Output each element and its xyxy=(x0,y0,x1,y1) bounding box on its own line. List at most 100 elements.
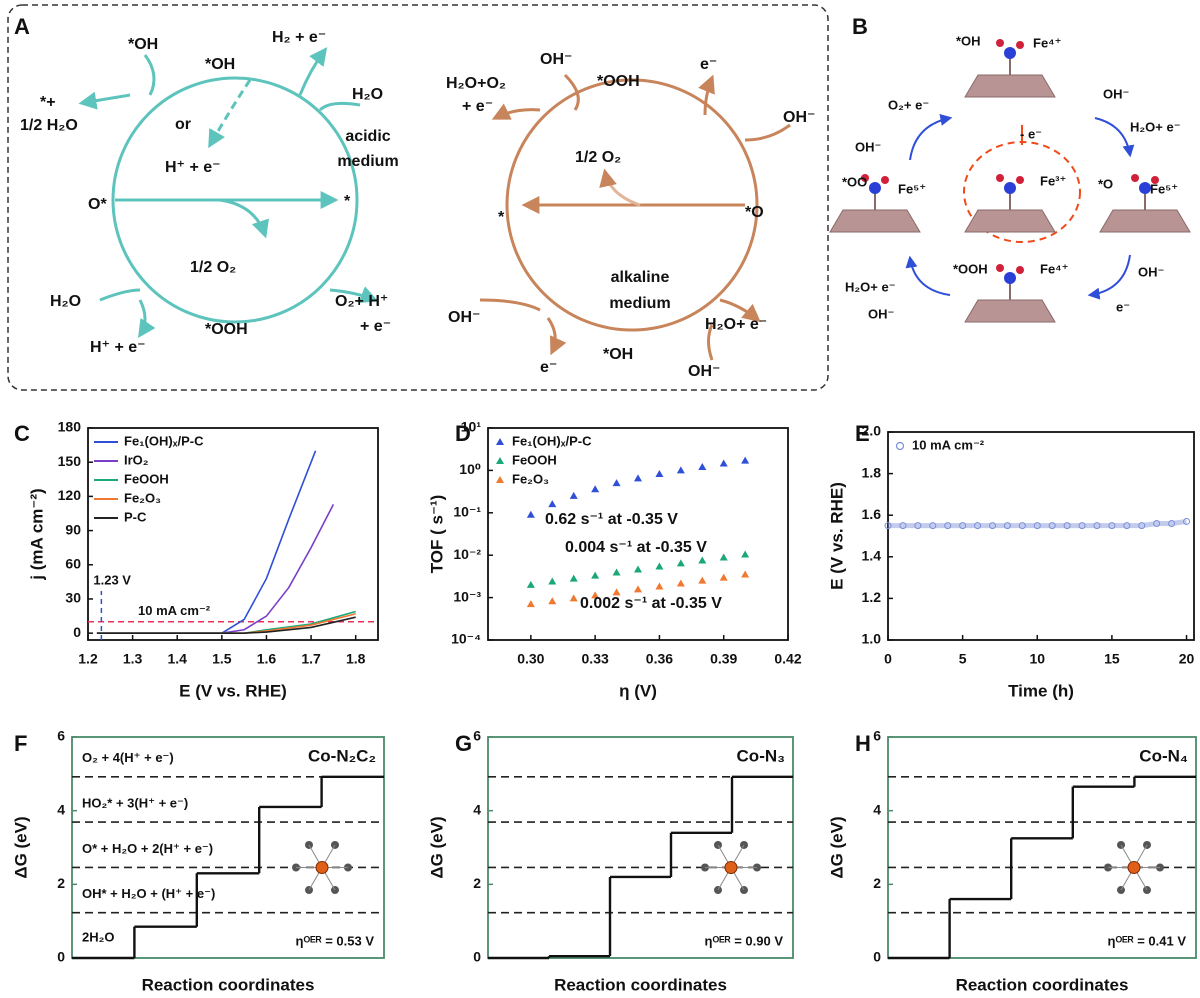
x-tick-label: 1.7 xyxy=(301,651,321,667)
diagram-label: O₂+ H⁺ xyxy=(335,293,388,310)
legend-label: Fe₂O₃ xyxy=(512,471,549,486)
o-atom xyxy=(1151,176,1159,184)
diagram-label: Fe³⁺ xyxy=(1040,173,1066,188)
diagram-label: or xyxy=(175,116,191,133)
plot-frame xyxy=(887,736,1197,959)
x-tick-label: 1.5 xyxy=(212,651,232,667)
x-tick-label: 20 xyxy=(1179,651,1195,667)
diagram-label: + e⁻ xyxy=(360,318,391,335)
y-tick-label: 1.2 xyxy=(862,589,882,605)
point xyxy=(1048,522,1056,530)
diagram-label: OH⁻ xyxy=(688,363,720,380)
annotation: ηᴼᴱᴿ = 0.53 V xyxy=(296,933,375,948)
y-tick-label: 10¹ xyxy=(461,419,482,435)
diagram-label: *OOH xyxy=(953,261,988,276)
panel-b-art xyxy=(905,114,1135,300)
plot-frame xyxy=(87,427,379,641)
arrow xyxy=(318,101,361,112)
legend-label: Fe₁(OH)ₓ/P-C xyxy=(512,433,592,448)
diagram-label: *O xyxy=(745,204,764,221)
point xyxy=(612,568,621,576)
molecule-support xyxy=(1099,209,1191,233)
x-tick-label: 0.30 xyxy=(517,651,544,667)
x-tick-label: 0 xyxy=(884,651,892,667)
panel-label: B xyxy=(852,14,868,39)
y-tick-label: 150 xyxy=(58,453,82,469)
y-tick-label: 30 xyxy=(65,590,81,606)
arrow xyxy=(491,103,541,120)
y-axis-label: ΔG (eV) xyxy=(827,816,846,878)
legend-label: Fe₁(OH)ₓ/P-C xyxy=(124,433,204,448)
arrow xyxy=(329,286,379,304)
arrow xyxy=(219,198,269,239)
y-tick-label: 1.4 xyxy=(862,548,882,564)
chart-title: Co-N₂C₂ xyxy=(308,746,376,765)
point xyxy=(634,474,642,482)
legend-swatch xyxy=(496,457,504,464)
y-tick-label: 2.0 xyxy=(862,423,882,439)
point xyxy=(741,456,750,464)
fe-atom xyxy=(869,182,881,194)
legend-swatch xyxy=(496,438,504,445)
series-line xyxy=(888,518,1187,529)
annotation: 0.004 s⁻¹ at -0.35 V xyxy=(565,539,707,556)
chart-title: Co-N₃ xyxy=(737,746,785,765)
panel-label: C xyxy=(14,421,30,446)
molecule-support xyxy=(829,209,921,233)
step-label: O* + H₂O + 2(H⁺ + e⁻) xyxy=(82,841,213,856)
x-tick-label: 10 xyxy=(1029,651,1045,667)
arrow xyxy=(78,91,131,110)
o-atom xyxy=(1016,41,1024,49)
annotation: ηᴼᴱᴿ = 0.90 V xyxy=(705,933,784,948)
reference-label: 10 mA cm⁻² xyxy=(138,603,211,618)
arrow xyxy=(208,79,252,149)
diagram-label: 1/2 O₂ xyxy=(190,259,236,276)
point xyxy=(526,580,535,588)
point xyxy=(548,597,557,605)
diagram-label: H₂O+ e⁻ xyxy=(705,316,767,333)
co-atom xyxy=(1127,861,1141,874)
step-label: 2H₂O xyxy=(82,929,115,944)
legend-swatch xyxy=(496,476,504,483)
diagram-label: *OH xyxy=(128,36,158,53)
y-tick-label: 10⁻² xyxy=(453,546,481,562)
x-tick-label: 0.39 xyxy=(710,651,737,667)
diagram-label: O₂+ e⁻ xyxy=(888,97,929,112)
diagram-label: - e⁻ xyxy=(1020,126,1042,141)
legend-label: FeOOH xyxy=(512,452,557,467)
point xyxy=(1093,522,1101,530)
alkaline-cycle xyxy=(505,78,759,332)
annotation: 0.62 s⁻¹ at -0.35 V xyxy=(545,511,678,528)
diagram-label: Fe⁵⁺ xyxy=(1150,181,1178,196)
point xyxy=(655,582,664,590)
diagram-label: * xyxy=(344,193,351,210)
arrow xyxy=(599,168,641,207)
diagram-label: *OH xyxy=(205,56,235,73)
o-atom xyxy=(1131,174,1139,182)
diagram-label: *OO xyxy=(842,174,867,189)
arrow xyxy=(546,317,567,356)
diagram-label: OH⁻ xyxy=(783,109,815,126)
diagram-label: H₂O+ e⁻ xyxy=(845,279,896,294)
y-axis-label: ΔG (eV) xyxy=(427,816,446,878)
y-axis-label: E (V vs. RHE) xyxy=(827,482,846,590)
point xyxy=(741,570,750,578)
legend-label: FeOOH xyxy=(124,471,169,486)
legend-label: P-C xyxy=(124,509,147,524)
point xyxy=(698,463,707,471)
arrow xyxy=(905,255,951,296)
legend-label: IrO₂ xyxy=(124,452,149,467)
point xyxy=(676,559,685,567)
chart-title: Co-N₄ xyxy=(1139,746,1188,765)
point xyxy=(974,522,982,530)
diagram-label: OH⁻ xyxy=(448,309,480,326)
arrow xyxy=(707,324,714,361)
step-label: OH* + H₂O + (H⁺ + e⁻) xyxy=(82,886,215,901)
point xyxy=(591,591,600,599)
panel-label: F xyxy=(14,731,27,756)
fe-atom xyxy=(1139,182,1151,194)
y-tick-label: 10⁻¹ xyxy=(453,504,481,520)
step-label: O₂ + 4(H⁺ + e⁻) xyxy=(82,750,174,765)
fe-atom xyxy=(1004,182,1016,194)
